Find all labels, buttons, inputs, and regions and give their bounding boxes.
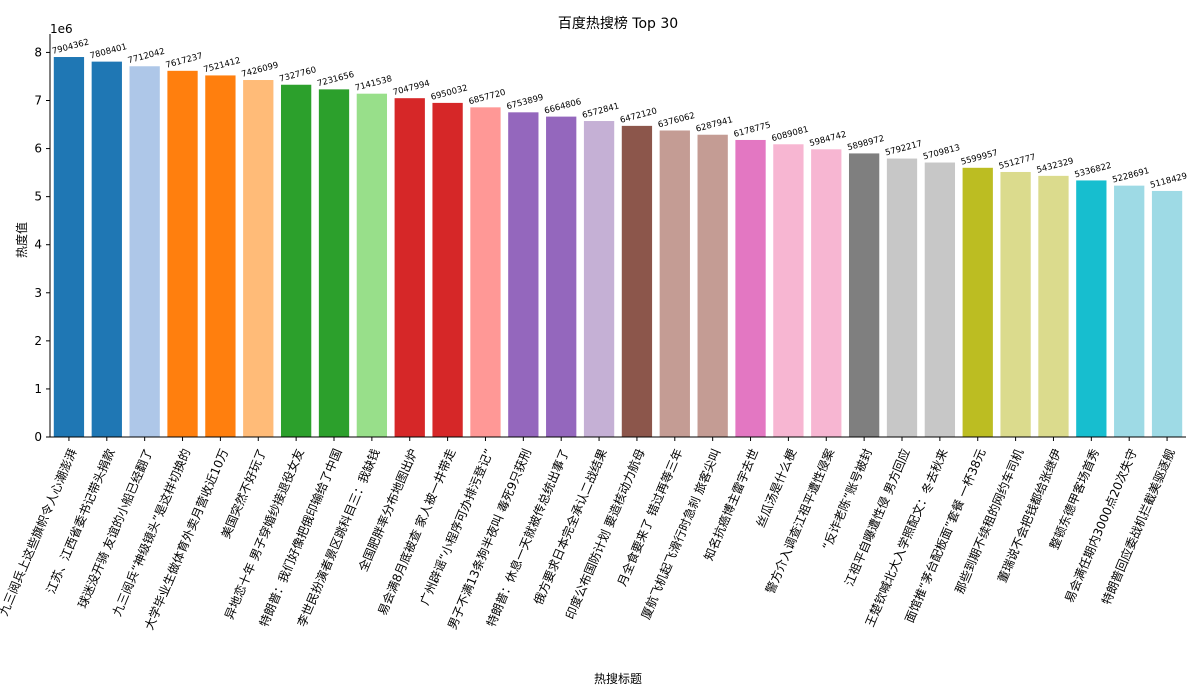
x-tick-label: 江苏、江西省委书记带头捐款	[44, 447, 118, 596]
bar-value-label: 5599957	[960, 148, 999, 167]
x-tick-label: 广州辟谣“小程序可办排污登记”	[417, 446, 497, 607]
bar	[735, 139, 766, 437]
bar	[318, 89, 350, 438]
y-axis-multiplier: 1e6	[50, 22, 73, 36]
bar	[962, 167, 993, 437]
bar-value-label: 5336822	[1074, 161, 1113, 180]
bar-value-label: 6376062	[657, 111, 696, 130]
y-axis-label: 热度值	[14, 222, 29, 258]
bar	[811, 149, 842, 438]
bar-value-label: 6472120	[619, 106, 658, 125]
bar	[129, 66, 160, 437]
bar	[205, 75, 236, 438]
bar	[470, 107, 501, 437]
bar	[1000, 171, 1031, 437]
bar-value-label: 7047994	[392, 79, 431, 98]
bar	[394, 98, 425, 437]
x-tick-label: 球迷没开骑 友谊的小船已经翻了	[74, 446, 155, 610]
bar-value-label: 7808401	[89, 42, 128, 61]
bar-value-label: 6664806	[543, 97, 582, 116]
bar	[432, 102, 463, 437]
bar-value-label: 6089081	[771, 125, 810, 144]
bar-value-label: 7327760	[278, 65, 317, 84]
bar-value-label: 5118429	[1149, 171, 1188, 190]
bar-value-label: 5228691	[1111, 166, 1150, 185]
x-tick-label: 九三阅兵“神级镜头”是这样切换的	[109, 446, 193, 618]
bar-value-label: 7231656	[316, 70, 355, 89]
bar	[53, 57, 85, 437]
bar	[886, 158, 918, 437]
x-tick-label: 江祖平自曝遭性侵 男方回应	[841, 446, 913, 588]
bar	[583, 121, 615, 437]
y-tick-label: 8	[34, 45, 42, 59]
bar-value-label: 5792217	[884, 139, 923, 158]
bar-value-label: 7617237	[165, 51, 204, 70]
bar-value-label: 5898972	[846, 134, 885, 153]
bar	[621, 125, 653, 438]
x-tick-label: 特朗普回应委战机拦截美驱逐舰	[1098, 446, 1177, 607]
bar-value-label: 7426099	[240, 60, 279, 79]
bar-value-label: 6857720	[468, 88, 507, 107]
x-tick-label: 月全食要来了 错过再等三年	[614, 446, 686, 588]
bar	[848, 153, 880, 437]
bar	[1151, 190, 1183, 437]
x-tick-label: 易会满任期内3000点20次失守	[1061, 446, 1140, 604]
bar	[1114, 185, 1145, 437]
x-tick-label: 丝瓜汤是什么梗	[753, 446, 800, 529]
bar-value-label: 6178775	[733, 120, 772, 139]
bar-value-label: 7904362	[51, 37, 90, 56]
y-tick-label: 7	[34, 93, 42, 107]
bar-value-label: 7712042	[127, 47, 166, 66]
bar-value-label: 6287941	[695, 115, 734, 134]
bar	[924, 162, 956, 437]
bar-value-label: 7521412	[203, 56, 242, 75]
bar	[773, 144, 804, 437]
y-tick-label: 0	[34, 430, 42, 444]
y-tick-label: 5	[34, 190, 42, 204]
x-axis-label: 热搜标题	[594, 671, 642, 686]
bar-value-label: 5984742	[808, 130, 847, 149]
bar-value-label: 5432329	[1036, 156, 1075, 175]
bar	[356, 93, 388, 438]
bar	[243, 80, 274, 437]
bar	[508, 112, 539, 437]
y-tick-label: 6	[34, 142, 42, 156]
bar	[167, 70, 198, 437]
bar-value-label: 6572841	[581, 101, 620, 120]
bar	[546, 116, 577, 438]
x-tick-label: 易会满8月底被查 家人被一井带走	[374, 446, 458, 617]
x-tick-label: 俄方要求日本完全承认二战结果	[530, 446, 609, 607]
y-tick-label: 2	[34, 334, 42, 348]
bar-value-label: 6950032	[430, 83, 469, 102]
x-tick-label: 那些到期不续租的网约车司机	[952, 446, 1027, 595]
bar-value-label: 5709813	[922, 143, 961, 162]
bar	[659, 130, 690, 437]
bar	[697, 134, 728, 437]
y-tick-label: 1	[34, 382, 42, 396]
bar	[1038, 175, 1069, 437]
bar-value-label: 6753899	[506, 93, 545, 112]
bar	[280, 84, 312, 438]
bar-value-label: 5512777	[998, 152, 1037, 171]
y-tick-label: 3	[34, 286, 42, 300]
bar	[91, 61, 122, 437]
x-tick-label: 警方介入调查江祖平遭性侵案	[762, 446, 837, 595]
chart-title: 百度热搜榜 Top 30	[558, 15, 678, 32]
y-tick-label: 4	[34, 238, 42, 252]
bar	[1076, 180, 1107, 437]
bar-value-label: 7141538	[354, 74, 393, 93]
